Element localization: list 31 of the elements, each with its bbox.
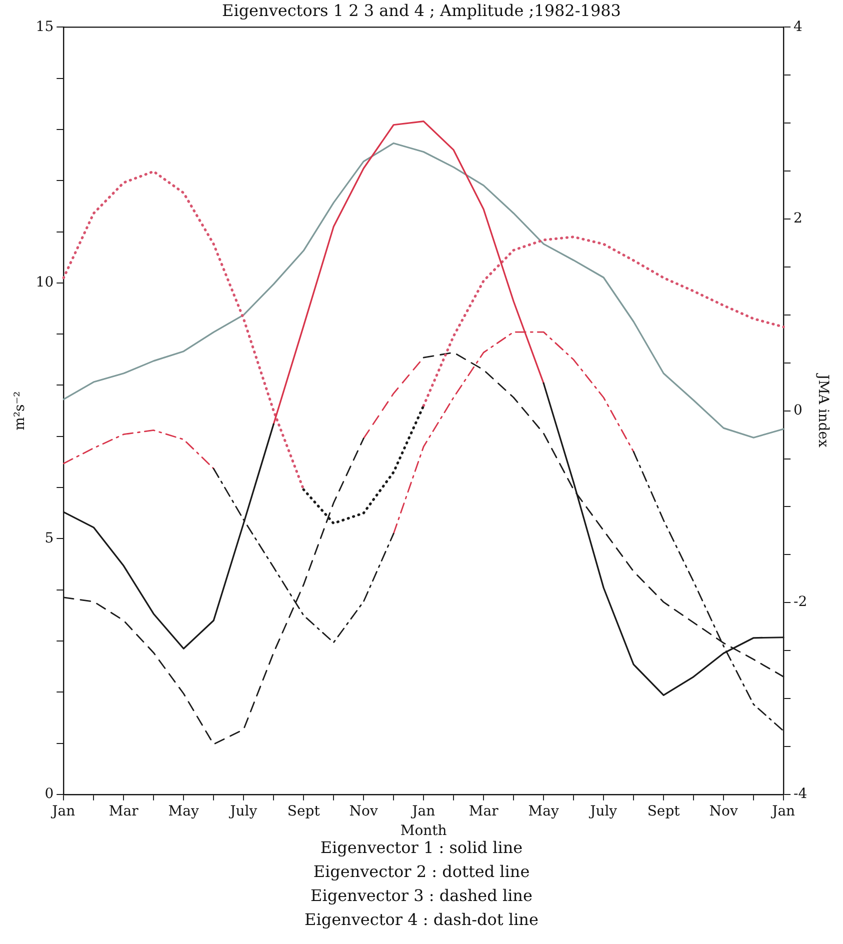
text: Eigenvector 3 : dashed line bbox=[310, 885, 534, 907]
y-axis-title: m²s⁻² bbox=[12, 391, 28, 430]
x-axis-title: Month bbox=[400, 823, 447, 840]
text: Eigenvector 2 : dotted line bbox=[312, 861, 531, 883]
y-tick-label: 10 bbox=[36, 274, 54, 291]
line-series bbox=[302, 404, 425, 525]
x-tick-label: May bbox=[168, 803, 199, 820]
y-tick-label: 5 bbox=[44, 530, 54, 546]
x-tick-label: May bbox=[528, 803, 559, 820]
x-tick-label: Nov bbox=[709, 803, 738, 820]
x-tick-label: Mar bbox=[108, 803, 139, 820]
x-tick-label: Jan bbox=[770, 803, 796, 820]
x-tick-label: Sept bbox=[647, 803, 680, 820]
y2-tick-label: -4 bbox=[794, 786, 808, 802]
y2-tick-label: 4 bbox=[794, 18, 803, 35]
x-tick-label: Mar bbox=[468, 803, 499, 820]
y-tick-label: 0 bbox=[44, 786, 54, 802]
y-tick-label: 15 bbox=[36, 18, 54, 35]
x-tick-label: July bbox=[588, 803, 618, 820]
y2-tick-label: -2 bbox=[794, 594, 808, 610]
x-tick-label: July bbox=[228, 803, 258, 820]
y2-axis-title: JMA index bbox=[814, 372, 831, 448]
y2-tick-label: 0 bbox=[794, 402, 802, 418]
x-tick-label: Jan bbox=[50, 803, 76, 820]
chart-title: Eigenvectors 1 2 3 and 4 ; Amplitude ;1982-1983 bbox=[222, 0, 621, 20]
x-tick-label: Nov bbox=[349, 803, 378, 820]
y2-tick-label: 2 bbox=[794, 210, 802, 227]
text: Eigenvector 1 : solid line bbox=[319, 837, 524, 859]
x-tick-label: Sept bbox=[287, 803, 320, 820]
text: Eigenvector 4 : dash-dot line bbox=[304, 909, 540, 931]
x-tick-label: Jan bbox=[410, 803, 436, 820]
